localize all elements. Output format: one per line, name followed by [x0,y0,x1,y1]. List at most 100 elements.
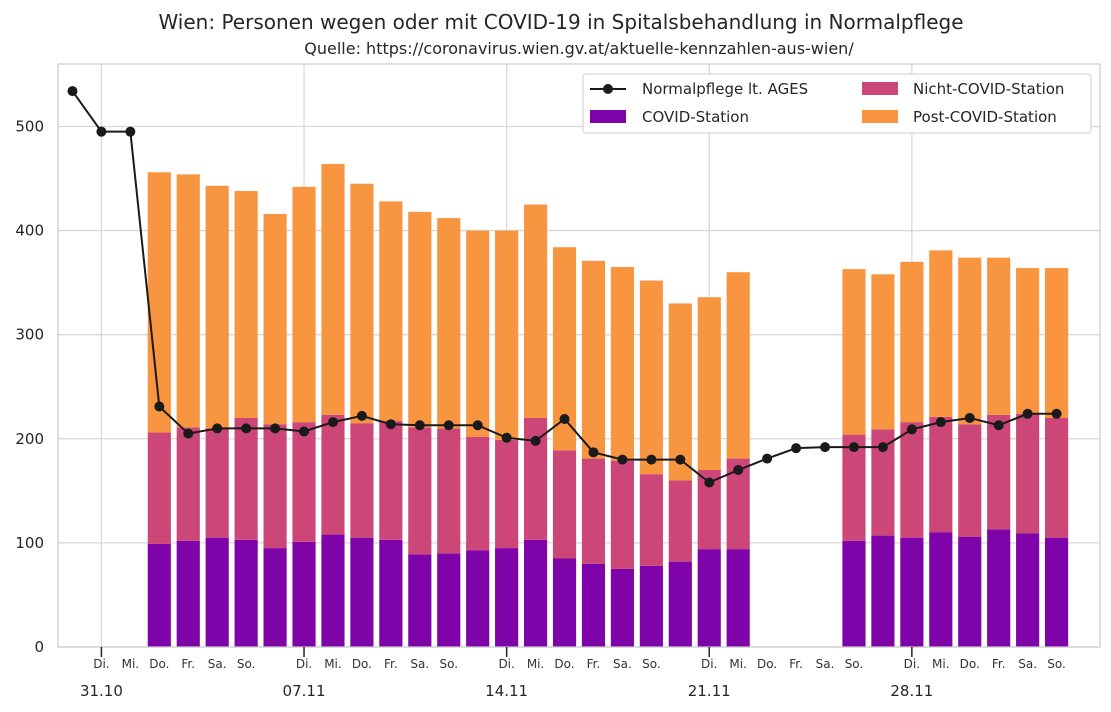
bar-covid-station [263,548,287,647]
bar-covid-station [871,535,895,647]
bar-nicht-covid-station [958,424,982,537]
ages-point [993,420,1004,431]
ages-point [588,447,599,458]
ages-point [241,423,252,434]
bar-post-covid-station [842,269,866,435]
x-day-label: Mi. [932,657,950,671]
bar-nicht-covid-station [726,458,750,550]
x-day-label: Fr. [384,657,398,671]
y-tick-label: 300 [15,326,44,344]
legend-label-covid: COVID-Station [642,108,749,126]
bar-post-covid-station [958,257,982,425]
bar-nicht-covid-station [987,414,1011,530]
ages-line [67,86,1062,488]
bar-nicht-covid-station [552,450,577,559]
x-day-label: Do. [149,657,169,671]
x-day-label: Fr. [789,657,803,671]
bar-covid-station [176,540,200,647]
bar-covid-station [552,558,577,647]
ages-point [877,442,888,453]
x-day-label: Do. [554,657,574,671]
bar-post-covid-station [524,204,548,418]
x-day-label: Fr. [587,657,601,671]
ages-point [762,453,773,464]
ages-point [964,412,975,423]
ages-point [935,417,946,428]
bar-covid-station [379,539,403,647]
x-axis: Di. Mi. Do. Fr. Sa. So. Di. Mi. Do. Fr. Sa. So. Di. M… [80,647,1066,700]
bar-post-covid-station [1045,268,1069,418]
ages-point [125,126,136,137]
bar-covid-station [321,534,345,647]
bar-nicht-covid-station [321,414,345,535]
y-tick-label: 500 [15,117,44,135]
ages-point [414,420,425,431]
x-date-label: 28.11 [890,682,933,700]
bar-post-covid-station [234,191,258,418]
bar-post-covid-station [900,261,924,423]
bar-nicht-covid-station [292,422,316,542]
ages-point [501,432,512,443]
legend-box [582,73,1092,134]
bar-nicht-covid-station [408,427,432,555]
x-day-label: Di. [296,657,312,671]
bar-nicht-covid-station [697,470,721,550]
bar-post-covid-station [987,257,1011,415]
bar-nicht-covid-station [871,429,895,536]
bar-post-covid-station [610,267,634,461]
bar-nicht-covid-station [668,480,692,562]
bar-post-covid-station [263,213,287,425]
x-day-label: So. [237,657,256,671]
bar-covid-station [929,532,953,647]
x-day-label: Sa. [410,657,429,671]
legend: Normalpflege lt. AGES COVID-Station Nich… [582,73,1092,134]
bar-post-covid-station [466,230,490,437]
bar-covid-station [437,553,461,647]
bar-post-covid-station [147,172,171,433]
ages-point [559,414,570,425]
bar-nicht-covid-station [495,439,519,549]
bar-covid-station [842,540,866,647]
bar-nicht-covid-station [929,416,953,533]
bar-covid-station [234,539,258,647]
bar-covid-station [900,537,924,647]
bar-covid-station [205,537,229,647]
bar-nicht-covid-station [900,422,924,538]
bar-nicht-covid-station [466,436,490,551]
x-day-label: So. [642,657,661,671]
x-day-label: So. [439,657,458,671]
x-day-label: Sa. [816,657,835,671]
bar-nicht-covid-station [263,424,287,549]
ages-point [299,426,310,437]
x-day-label: So. [1047,657,1066,671]
x-day-label: Mi. [122,657,140,671]
bar-covid-station [668,561,692,647]
ages-point [356,410,367,421]
x-date-label: 21.11 [688,682,731,700]
ages-point [733,465,744,476]
ages-point [67,86,78,97]
x-date-label: 14.11 [485,682,528,700]
legend-swatch-nicht-covid [862,82,898,95]
x-day-label: Mi. [527,657,545,671]
bar-covid-station [726,549,750,647]
bar-post-covid-station [581,260,606,459]
x-day-label: Do. [757,657,777,671]
bar-nicht-covid-station [234,417,258,540]
ages-point [820,442,831,453]
bar-covid-station [292,541,316,647]
bar-nicht-covid-station [1045,417,1069,538]
bar-nicht-covid-station [639,474,663,566]
bar-post-covid-station [176,174,200,428]
x-day-label: Do. [352,657,372,671]
chart-title: Wien: Personen wegen oder mit COVID-19 i… [158,10,963,34]
bar-post-covid-station [929,250,953,417]
x-day-label: Di. [701,657,717,671]
bars [147,163,1069,647]
bar-covid-station [524,539,548,647]
bar-post-covid-station [871,274,895,430]
bar-post-covid-station [639,280,663,475]
ages-point [183,428,194,439]
ages-point [212,423,223,434]
